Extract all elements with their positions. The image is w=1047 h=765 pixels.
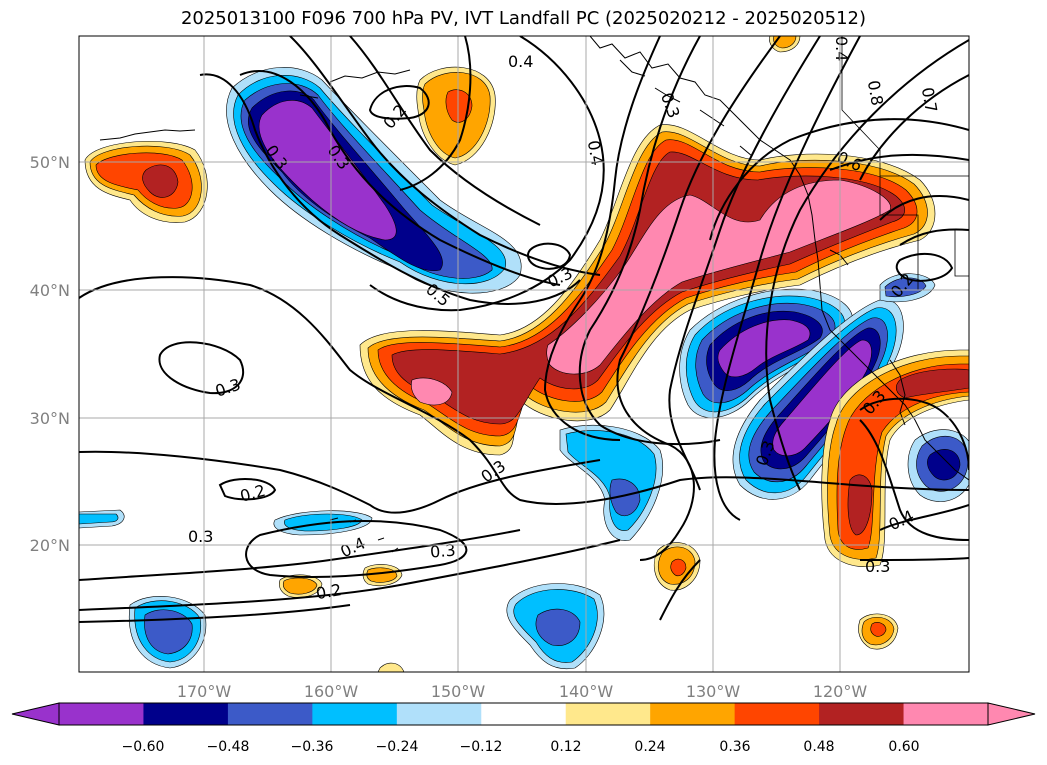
colorbar-tick-label: 0.12	[550, 739, 581, 755]
colorbar-cell	[312, 703, 398, 725]
colorbar-cell	[227, 703, 313, 725]
gridlines	[79, 36, 969, 672]
colorbar-cell	[650, 703, 736, 725]
colorbar: −0.60 −0.48 −0.36 −0.24 −0.12 0.12 0.24 …	[11, 702, 1036, 755]
contour-label: 0.4	[584, 139, 607, 167]
lon-tick-label: 140°W	[559, 682, 614, 701]
colorbar-outline	[58, 702, 989, 726]
colorbar-tick-label: 0.24	[634, 739, 665, 755]
colorbar-tick-label: −0.24	[376, 739, 419, 755]
colorbar-tick-label: −0.12	[460, 739, 503, 755]
contour-label: 0.3	[429, 541, 456, 562]
lon-tick-label: 170°W	[177, 682, 232, 701]
filled-contours	[79, 36, 969, 672]
map-frame	[78, 35, 970, 673]
colorbar-tick-label: 0.36	[719, 739, 750, 755]
colorbar-tick-label: 0.48	[803, 739, 834, 755]
latitude-labels: 50°N 40°N 30°N 20°N	[30, 153, 70, 555]
lon-tick-label: 130°W	[686, 682, 741, 701]
contour-lines	[79, 36, 969, 623]
colorbar-cell	[903, 703, 989, 725]
colorbar-cell	[819, 703, 905, 725]
colorbar-tick-label: −0.36	[291, 739, 334, 755]
colorbar-cell	[143, 703, 229, 725]
colorbar-tick-label: −0.48	[207, 739, 250, 755]
colorbar-cell	[734, 703, 820, 725]
lat-tick-label: 20°N	[30, 536, 70, 555]
colorbar-cell	[565, 703, 651, 725]
lon-tick-label: 150°W	[431, 682, 486, 701]
colorbar-cell	[396, 703, 482, 725]
contour-label: 0.3	[188, 527, 213, 546]
lat-tick-label: 40°N	[30, 281, 70, 300]
contour-label: 0.8	[864, 79, 887, 107]
longitude-labels: 170°W 160°W 150°W 140°W 130°W 120°W	[177, 682, 868, 701]
contour-label: 0.2	[315, 580, 343, 603]
contour-label: 0.4	[832, 36, 851, 61]
colorbar-extend-high	[987, 702, 1036, 726]
figure-title: 2025013100 F096 700 hPa PV, IVT Landfall…	[180, 8, 867, 29]
colorbar-extend-low	[11, 702, 60, 726]
lat-tick-label: 30°N	[30, 409, 70, 428]
contour-label: 0.4	[508, 52, 533, 71]
colorbar-labels: −0.60 −0.48 −0.36 −0.24 −0.12 0.12 0.24 …	[122, 739, 920, 755]
colorbar-cell	[481, 703, 567, 725]
contour-label: 0.3	[865, 557, 890, 576]
coastlines	[99, 36, 969, 553]
colorbar-tick-label: 0.60	[888, 739, 919, 755]
lon-tick-label: 120°W	[813, 682, 868, 701]
lat-tick-label: 50°N	[30, 153, 70, 172]
colorbar-cell	[59, 703, 144, 725]
lon-tick-label: 160°W	[304, 682, 359, 701]
colorbar-tick-label: −0.60	[122, 739, 165, 755]
contour-label: 0.7	[918, 86, 941, 114]
